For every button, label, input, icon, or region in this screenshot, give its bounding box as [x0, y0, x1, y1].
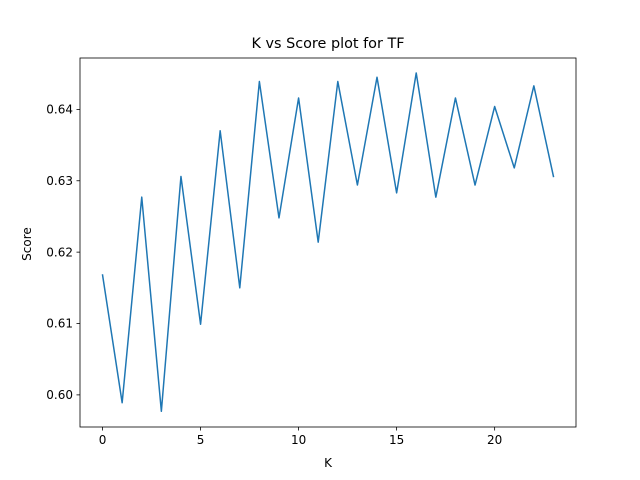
data-point-0-21: [513, 166, 516, 169]
data-point-0-10: [297, 96, 300, 99]
data-point-0-17: [434, 196, 437, 199]
data-point-0-3: [160, 410, 163, 413]
y-tick-label: 0.63: [46, 174, 73, 188]
x-tick-label: 10: [291, 433, 306, 447]
data-point-0-13: [356, 184, 359, 187]
data-point-0-15: [395, 191, 398, 194]
data-point-0-6: [219, 129, 222, 132]
data-point-0-4: [179, 175, 182, 178]
data-point-0-16: [415, 71, 418, 74]
data-point-0-9: [277, 216, 280, 219]
data-point-0-22: [532, 84, 535, 87]
x-axis-label: K: [324, 456, 333, 470]
y-tick-label: 0.62: [46, 245, 73, 259]
data-point-0-23: [552, 175, 555, 178]
data-point-0-0: [101, 273, 104, 276]
x-tick-label: 0: [99, 433, 107, 447]
y-axis-label: Score: [20, 227, 34, 261]
data-point-0-11: [317, 241, 320, 244]
plot-area: 0 5 10 15 20 0.60 0.61 0.62 0.63 0.64: [46, 57, 577, 447]
x-tick-label: 20: [487, 433, 502, 447]
y-tick-label: 0.64: [46, 103, 73, 117]
x-tick-label: 15: [389, 433, 404, 447]
data-point-0-1: [121, 401, 124, 404]
series-line-0: [101, 72, 555, 413]
data-point-0-8: [258, 80, 261, 83]
y-tick-label: 0.61: [46, 317, 73, 331]
data-point-0-20: [493, 105, 496, 108]
chart-title: K vs Score plot for TF: [251, 36, 404, 52]
data-point-0-5: [199, 323, 202, 326]
data-point-0-19: [474, 184, 477, 187]
y-tick-label: 0.60: [46, 388, 73, 402]
data-point-0-7: [238, 286, 241, 289]
data-point-0-2: [140, 196, 143, 199]
data-point-0-18: [454, 96, 457, 99]
data-point-0-14: [376, 76, 379, 79]
data-point-0-12: [336, 80, 339, 83]
plot-frame: [79, 57, 577, 428]
x-tick-label: 5: [197, 433, 205, 447]
